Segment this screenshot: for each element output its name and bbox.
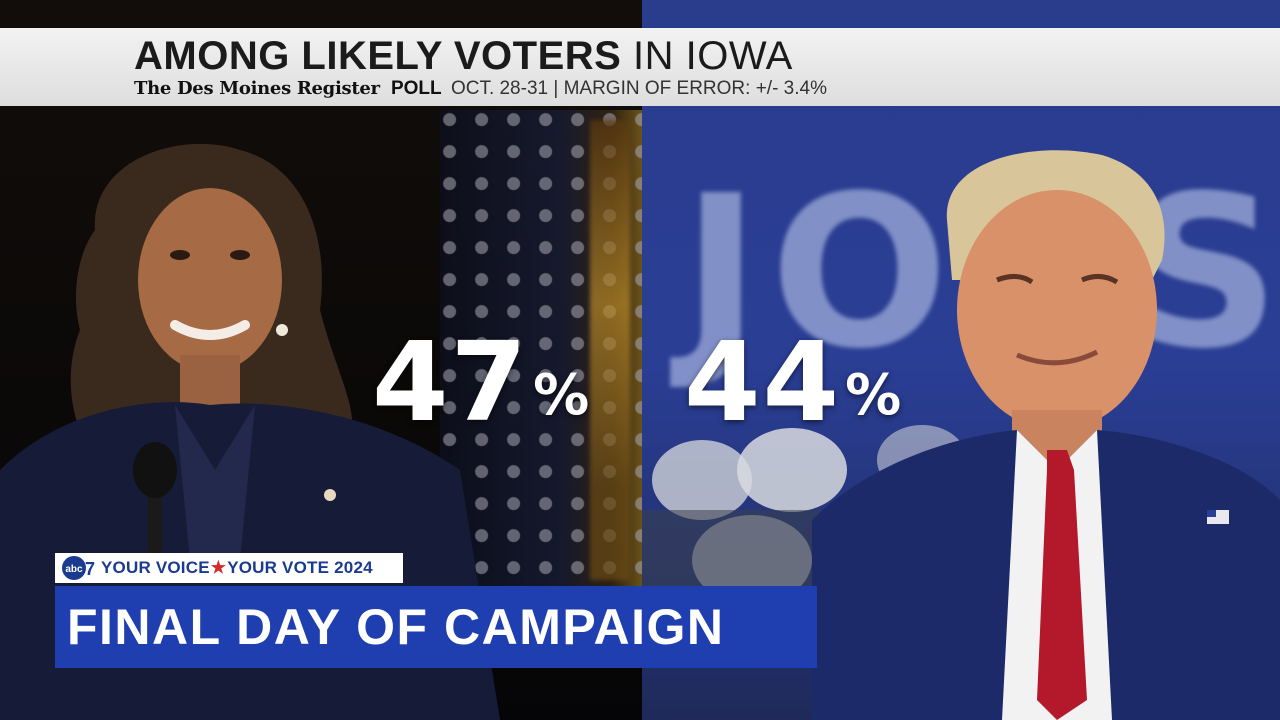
brand-slogan: YOUR VOICE★YOUR VOTE 2024	[101, 558, 373, 578]
right-candidate-figure	[812, 150, 1280, 720]
headline-light: IN IOWA	[632, 34, 793, 78]
right-percentage-sign: %	[845, 363, 902, 428]
abc7-logo-icon: abc 7	[61, 555, 95, 581]
brand-year: 2024	[334, 558, 373, 577]
brand-part2: YOUR VOTE	[227, 558, 330, 577]
brand-strip: abc 7 YOUR VOICE★YOUR VOTE 2024	[55, 553, 403, 583]
poll-label: POLL	[390, 78, 442, 99]
publication-logo: The Des Moines Register	[134, 78, 380, 99]
lower-third-banner: FINAL DAY OF CAMPAIGN	[55, 586, 817, 668]
headline-bar: AMONG LIKELY VOTERS IN IOWA The Des Moin…	[0, 28, 1280, 106]
headline-bold: AMONG LIKELY VOTERS	[134, 34, 622, 78]
star-icon: ★	[210, 558, 227, 577]
right-percentage: 44%	[684, 318, 901, 446]
banner-text: FINAL DAY OF CAMPAIGN	[67, 599, 725, 655]
left-percentage-sign: %	[533, 363, 590, 428]
left-percentage: 47%	[372, 318, 589, 446]
svg-text:abc: abc	[65, 564, 83, 575]
poll-details: OCT. 28-31 | MARGIN OF ERROR: +/- 3.4%	[450, 78, 827, 99]
right-percentage-value: 44	[684, 318, 842, 446]
poll-subline: The Des Moines Register POLL OCT. 28-31 …	[134, 78, 827, 100]
svg-text:7: 7	[85, 559, 95, 579]
stage-light	[590, 120, 630, 580]
brand-part1: YOUR VOICE	[101, 558, 210, 577]
headline: AMONG LIKELY VOTERS IN IOWA	[134, 34, 793, 79]
left-percentage-value: 47	[372, 318, 530, 446]
